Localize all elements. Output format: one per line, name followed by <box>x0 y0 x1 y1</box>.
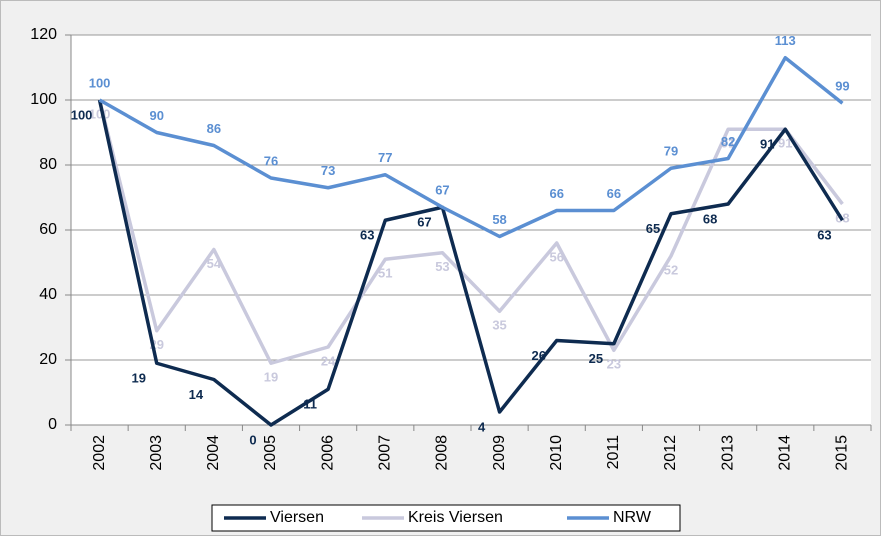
x-tick-label: 2007 <box>377 435 394 471</box>
value-label: 54 <box>207 256 222 271</box>
value-label: 24 <box>321 353 336 368</box>
value-label: 113 <box>775 33 796 48</box>
x-tick-label: 2002 <box>91 435 108 471</box>
value-label: 79 <box>664 144 678 159</box>
value-label: 53 <box>435 259 449 274</box>
value-label: 0 <box>249 432 256 447</box>
value-label: 63 <box>817 228 831 243</box>
x-tick-label: 2008 <box>434 435 451 471</box>
value-label: 66 <box>607 186 621 201</box>
value-label: 67 <box>435 183 449 198</box>
legend-label: Kreis Viersen <box>408 509 503 526</box>
value-label: 52 <box>664 262 678 277</box>
x-tick-label: 2011 <box>605 435 622 470</box>
value-label: 73 <box>321 163 335 178</box>
series-line <box>97 99 844 365</box>
x-tick-label: 2005 <box>262 435 279 471</box>
y-tick-label: 120 <box>30 26 57 43</box>
value-label: 58 <box>492 212 506 227</box>
x-tick-label: 2014 <box>777 435 794 471</box>
x-tick-label: 2003 <box>148 435 165 471</box>
value-label: 86 <box>207 121 221 136</box>
legend-label: NRW <box>613 509 652 526</box>
y-tick-label: 100 <box>30 91 57 108</box>
legend-label: Viersen <box>270 509 324 526</box>
value-label: 51 <box>378 266 392 281</box>
series-line <box>98 56 844 239</box>
value-label: 66 <box>549 186 563 201</box>
value-label: 14 <box>189 387 204 402</box>
value-label: 25 <box>589 351 603 366</box>
x-tick-label: 2015 <box>834 435 851 471</box>
value-label: 91 <box>760 137 774 152</box>
value-label: 91 <box>721 136 735 151</box>
legend: Viersen Kreis Viersen NRW <box>211 504 681 532</box>
value-label: 99 <box>835 79 849 94</box>
y-tick-label: 0 <box>48 416 57 433</box>
y-tick-label: 80 <box>39 156 57 173</box>
x-tick-label: 2012 <box>662 435 679 471</box>
y-tick-label: 40 <box>39 286 57 303</box>
value-label: 56 <box>549 249 563 264</box>
value-label: 11 <box>303 397 317 412</box>
y-tick-label: 20 <box>39 351 57 368</box>
value-label: 90 <box>149 108 163 123</box>
value-label: 63 <box>360 228 374 243</box>
value-label: 100 <box>89 75 111 90</box>
value-label: 4 <box>478 419 486 434</box>
value-label: 19 <box>264 370 278 385</box>
x-tick-label: 2010 <box>548 435 565 471</box>
x-tick-label: 2006 <box>319 435 336 471</box>
value-label: 26 <box>531 348 545 363</box>
value-label: 76 <box>264 153 278 168</box>
x-tick-label: 2004 <box>205 435 222 471</box>
value-label: 68 <box>703 211 717 226</box>
value-label: 100 <box>71 107 93 122</box>
value-label: 82 <box>721 134 735 149</box>
x-tick-label: 2009 <box>491 435 508 471</box>
value-label: 91 <box>778 136 792 151</box>
x-tick-label: 2013 <box>719 435 736 471</box>
series-line <box>97 99 844 427</box>
value-label: 65 <box>646 221 660 236</box>
value-label: 77 <box>378 150 392 165</box>
value-label: 35 <box>492 318 506 333</box>
value-label: 67 <box>417 215 431 230</box>
value-label: 19 <box>131 371 145 386</box>
value-label: 23 <box>607 357 621 372</box>
y-tick-label: 60 <box>39 221 57 238</box>
